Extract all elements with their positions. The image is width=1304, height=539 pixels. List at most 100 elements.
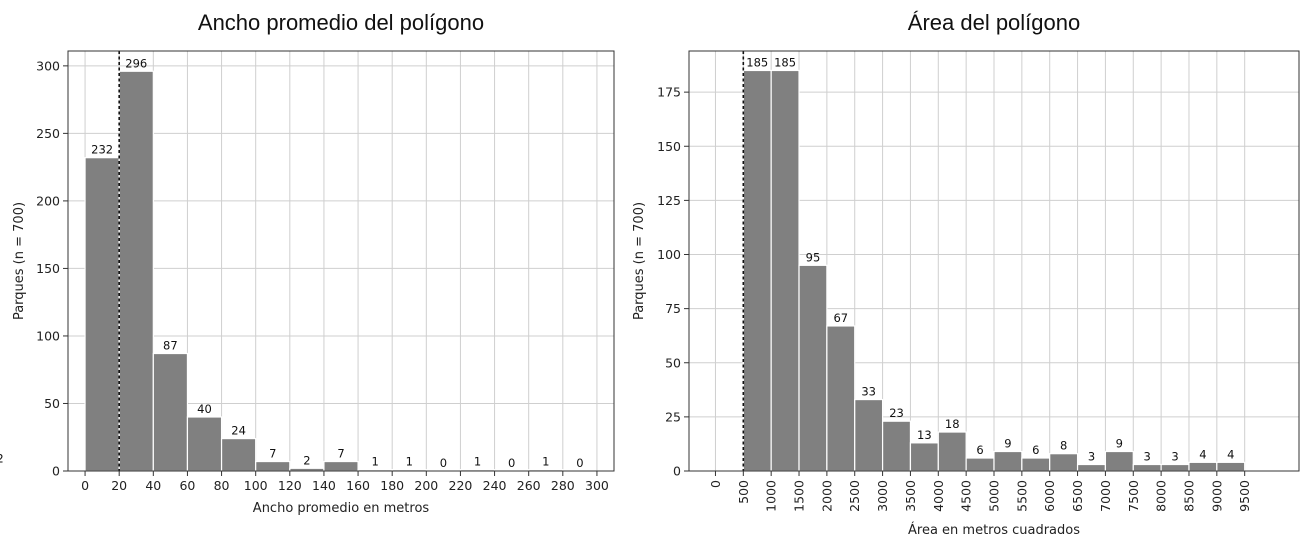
histogram-bar (909, 442, 939, 472)
y-tick-label: 150 (36, 261, 60, 276)
bar-value-label: 3 (1171, 450, 1178, 464)
chart-title: Ancho promedio del polígono (198, 10, 484, 35)
x-tick-label: 200 (414, 478, 438, 493)
y-tick-label: 175 (657, 85, 681, 100)
y-tick-label: 125 (657, 193, 681, 208)
bar-value-label: 8 (1060, 439, 1067, 453)
x-tick-label: 120 (278, 478, 302, 493)
x-tick-label: 0 (81, 478, 89, 493)
bar-value-label: 24 (231, 424, 246, 438)
bar-value-label: 1 (371, 455, 378, 469)
histogram-bar (993, 450, 1023, 472)
y-tick-label: 50 (665, 355, 681, 370)
bar-value-label: 185 (746, 55, 768, 69)
bar-value-label: 4 (1199, 447, 1206, 461)
x-tick-label: 280 (551, 478, 575, 493)
histogram-bar (323, 460, 359, 472)
y-axis-label: Parques (n = 700) (12, 202, 27, 320)
x-tick-label: 20 (111, 478, 127, 493)
y-tick-label: 250 (36, 126, 60, 141)
x-tick-label: 1000 (764, 480, 779, 512)
histogram-bar (1104, 450, 1134, 472)
histogram-bar (118, 70, 154, 472)
x-tick-label: 7500 (1126, 480, 1141, 512)
histogram-bar (937, 431, 967, 472)
bar-value-label: 23 (889, 406, 904, 420)
x-tick-label: 240 (483, 478, 507, 493)
y-tick-label: 150 (657, 139, 681, 154)
y-tick-label: 100 (36, 328, 60, 343)
histogram-bar (1160, 463, 1190, 472)
histogram-area-poligono: 1851859567332313186968393344202550751001… (0, 10, 1300, 538)
x-tick-label: 8500 (1181, 480, 1196, 512)
x-tick-label: 6000 (1042, 480, 1057, 512)
histogram-bar (1132, 463, 1162, 472)
bar-value-label: 1 (474, 455, 481, 469)
x-tick-label: 9000 (1209, 480, 1224, 512)
bar-value-label: 7 (337, 447, 344, 461)
x-tick-label: 2000 (819, 480, 834, 512)
histogram-bar (1216, 461, 1246, 472)
y-tick-label: 75 (665, 301, 681, 316)
histogram-bar (255, 460, 291, 472)
bar-value-label: 0 (508, 456, 515, 470)
x-tick-label: 3500 (903, 480, 918, 512)
x-tick-label: 180 (380, 478, 404, 493)
histogram-bar (84, 157, 120, 472)
bar-value-label: 6 (976, 443, 983, 457)
bar-value-label: 1 (542, 455, 549, 469)
bar-value-label: 13 (917, 428, 932, 442)
bar-value-label: 67 (833, 311, 848, 325)
histogram-bar (152, 352, 189, 472)
bar-value-label: 9 (1116, 437, 1123, 451)
x-tick-label: 160 (346, 478, 370, 493)
bar-value-label: 4 (1227, 447, 1234, 461)
bar-value-label: 3 (1144, 450, 1151, 464)
x-tick-label: 500 (736, 480, 751, 504)
chart-title: Área del polígono (908, 10, 1080, 35)
x-tick-label: 220 (449, 478, 473, 493)
x-tick-label: 0 (708, 480, 723, 488)
histogram-bar (826, 325, 856, 472)
x-tick-label: 80 (214, 478, 230, 493)
histogram-bar (798, 264, 828, 472)
bar-value-label: 1 (406, 455, 413, 469)
histogram-bar (220, 437, 257, 472)
bar-value-label: 33 (861, 385, 876, 399)
bar-value-label: 95 (806, 250, 821, 264)
bar-value-label: 0 (440, 456, 447, 470)
y-tick-label: 300 (36, 58, 60, 73)
histogram-bar (854, 398, 884, 472)
x-tick-label: 6500 (1070, 480, 1085, 512)
histogram-bar (742, 69, 772, 472)
bar-value-label: 3 (1088, 450, 1095, 464)
bar-value-label: 9 (1004, 437, 1011, 451)
bar-value-label: 7 (269, 447, 276, 461)
x-tick-label: 1500 (792, 480, 807, 512)
x-tick-label: 8000 (1154, 480, 1169, 512)
x-tick-label: 60 (179, 478, 195, 493)
plot-frame (67, 50, 615, 472)
bar-value-label: 18 (945, 417, 960, 431)
bar-value-label: 185 (774, 55, 796, 69)
x-tick-label: 4500 (959, 480, 974, 512)
histogram-bar (186, 416, 223, 472)
histogram-bar (1021, 457, 1051, 472)
bar-value-label: 0 (576, 456, 583, 470)
x-axis-label: Área en metros cuadrados (908, 522, 1080, 538)
histogram-bar (1188, 461, 1218, 472)
bar-value-label: 296 (125, 56, 147, 70)
x-tick-label: 260 (517, 478, 541, 493)
y-tick-label: 100 (657, 247, 681, 262)
x-tick-label: 4000 (931, 480, 946, 512)
histogram-bar (1076, 463, 1107, 472)
bar-value-label: 40 (197, 402, 212, 416)
y-axis-label: Parques (n = 700) (632, 202, 647, 320)
x-axis-label: Ancho promedio en metros (253, 501, 430, 516)
x-tick-label: 100 (244, 478, 268, 493)
x-tick-label: 140 (312, 478, 336, 493)
y-tick-label: 200 (36, 193, 60, 208)
histogram-bar (881, 420, 912, 472)
x-tick-label: 7000 (1098, 480, 1113, 512)
